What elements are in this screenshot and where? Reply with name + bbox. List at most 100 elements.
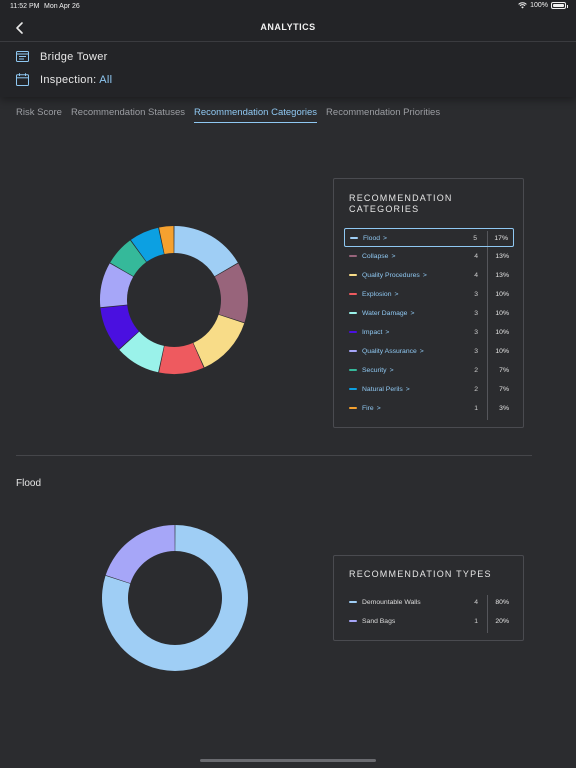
categories-card: RECOMMENDATION CATEGORIES Flood >5 17% Coll… [333,178,524,428]
tab-recommendation-categories[interactable]: Recommendation Categories [194,107,318,123]
inspection-value[interactable]: All [99,73,113,86]
building-card-icon [16,51,29,62]
tab-bar: Risk Score Recommendation Statuses Recom… [16,107,440,123]
item-label: Collapse [362,252,389,260]
item-percent: 13% [495,271,509,279]
item-label: Fire [362,404,374,412]
chevron-right-icon: > [419,347,424,355]
list-item-sand-bags[interactable]: Sand Bags 1 20% [344,612,514,631]
wifi-icon [518,2,527,9]
tab-risk-score[interactable]: Risk Score [16,107,62,118]
chevron-right-icon: > [391,252,396,260]
item-percent: 10% [495,347,509,355]
donut-slice-demountable-walls [102,525,249,671]
legend-swatch [349,369,357,371]
item-percent: 20% [495,617,509,625]
item-label: Explosion [362,290,392,298]
item-count: 3 [474,347,478,355]
chevron-right-icon: > [422,271,427,279]
item-label: Security [362,366,387,374]
item-percent: 3% [499,404,509,412]
chevron-right-icon: > [385,328,390,336]
flood-section-title: Flood [16,478,42,489]
chevron-right-icon: > [394,290,399,298]
types-list: Demountable Walls 4 80% Sand Bags 1 20% [344,593,514,631]
list-item-fire[interactable]: Fire >1 3% [344,399,514,418]
list-item-demountable-walls[interactable]: Demountable Walls 4 80% [344,593,514,612]
property-name: Bridge Tower [40,50,108,63]
item-label: Impact [362,328,383,336]
item-percent: 10% [495,290,509,298]
item-count: 4 [474,598,478,606]
chevron-right-icon: > [389,366,394,374]
donut-slice-natural-perils [130,227,164,262]
page-title: ANALYTICS [260,22,316,32]
legend-swatch [349,388,357,390]
item-percent: 7% [499,366,509,374]
donut-slice-fire [159,226,174,254]
inspection-row[interactable]: Inspection: All [16,73,112,86]
item-label: Flood [363,234,381,242]
chevron-right-icon: > [383,234,387,242]
item-count: 4 [474,271,478,279]
types-card: RECOMMENDATION TYPES Demountable Walls 4 8… [333,555,524,641]
types-donut-chart [102,525,249,671]
header: 11:52 PM Mon Apr 26 100% ANALYTICS Bridg… [0,0,576,97]
donut-slice-flood [174,226,238,277]
legend-swatch [349,255,357,257]
status-date: Mon Apr 26 [44,3,80,10]
types-card-title: RECOMMENDATION TYPES [349,569,492,579]
legend-swatch [349,274,357,276]
home-indicator[interactable] [200,759,376,762]
list-item-collapse[interactable]: Collapse >4 13% [344,247,514,266]
legend-swatch [350,237,358,239]
item-count: 3 [474,290,478,298]
chevron-right-icon: > [410,309,415,317]
chevron-right-icon: > [376,404,381,412]
nav-bar: ANALYTICS [0,14,576,42]
donut-slice-sand-bags [105,525,175,584]
status-bar: 11:52 PM Mon Apr 26 100% [0,0,576,14]
item-label: Natural Perils [362,385,403,393]
donut-slice-explosion [159,343,204,374]
donut-slice-water-damage [119,331,164,373]
inspection-label: Inspection: [40,73,97,86]
item-percent: 17% [494,234,508,242]
tab-recommendation-statuses[interactable]: Recommendation Statuses [70,107,185,118]
legend-swatch [349,293,357,295]
list-item-natural-perils[interactable]: Natural Perils >2 7% [344,380,514,399]
chevron-left-icon[interactable] [12,20,28,36]
legend-swatch [349,407,357,409]
legend-swatch [349,331,357,333]
item-label: Quality Procedures [362,271,420,279]
item-percent: 13% [495,252,509,260]
donut-slice-quality-assurance [100,263,134,308]
donut-slice-quality-procedures [193,314,245,368]
item-count: 3 [474,309,478,317]
item-count: 5 [473,234,477,242]
section-divider [16,455,532,456]
list-item-quality-procedures[interactable]: Quality Procedures >4 13% [344,266,514,285]
list-item-impact[interactable]: Impact >3 10% [344,323,514,342]
list-item-flood[interactable]: Flood >5 17% [344,228,514,247]
battery-percent: 100% [530,2,548,9]
item-label: Quality Assurance [362,347,417,355]
item-label: Water Damage [362,309,408,317]
item-count: 2 [474,366,478,374]
chevron-right-icon: > [405,385,410,393]
property-row: Bridge Tower [16,50,108,63]
battery-icon [551,2,568,9]
legend-swatch [349,350,357,352]
legend-swatch [349,620,357,622]
item-count: 3 [474,328,478,336]
item-percent: 10% [495,328,509,336]
legend-swatch [349,601,357,603]
column-divider [487,595,488,633]
item-label: Sand Bags [362,617,396,625]
list-item-quality-assurance[interactable]: Quality Assurance >3 10% [344,342,514,361]
list-item-water-damage[interactable]: Water Damage >3 10% [344,304,514,323]
list-item-explosion[interactable]: Explosion >3 10% [344,285,514,304]
item-count: 1 [474,617,478,625]
list-item-security[interactable]: Security >2 7% [344,361,514,380]
tab-recommendation-priorities[interactable]: Recommendation Priorities [326,107,441,118]
